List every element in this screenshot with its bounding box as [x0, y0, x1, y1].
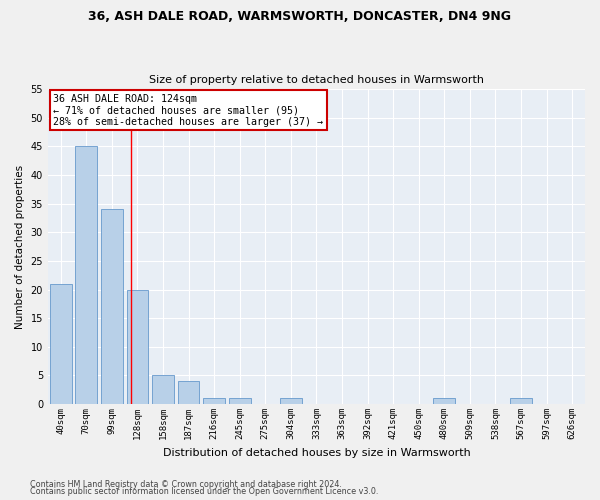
Bar	[178, 381, 199, 404]
X-axis label: Distribution of detached houses by size in Warmsworth: Distribution of detached houses by size …	[163, 448, 470, 458]
Bar	[127, 290, 148, 404]
Text: Contains public sector information licensed under the Open Government Licence v3: Contains public sector information licen…	[30, 487, 379, 496]
Bar	[433, 398, 455, 404]
Bar	[280, 398, 302, 404]
Text: Contains HM Land Registry data © Crown copyright and database right 2024.: Contains HM Land Registry data © Crown c…	[30, 480, 342, 489]
Y-axis label: Number of detached properties: Number of detached properties	[15, 164, 25, 328]
Text: 36, ASH DALE ROAD, WARMSWORTH, DONCASTER, DN4 9NG: 36, ASH DALE ROAD, WARMSWORTH, DONCASTER…	[89, 10, 511, 23]
Bar	[101, 210, 123, 404]
Bar	[203, 398, 225, 404]
Text: 36 ASH DALE ROAD: 124sqm
← 71% of detached houses are smaller (95)
28% of semi-d: 36 ASH DALE ROAD: 124sqm ← 71% of detach…	[53, 94, 323, 127]
Bar	[76, 146, 97, 404]
Bar	[152, 376, 174, 404]
Bar	[510, 398, 532, 404]
Title: Size of property relative to detached houses in Warmsworth: Size of property relative to detached ho…	[149, 76, 484, 86]
Bar	[50, 284, 71, 404]
Bar	[229, 398, 251, 404]
